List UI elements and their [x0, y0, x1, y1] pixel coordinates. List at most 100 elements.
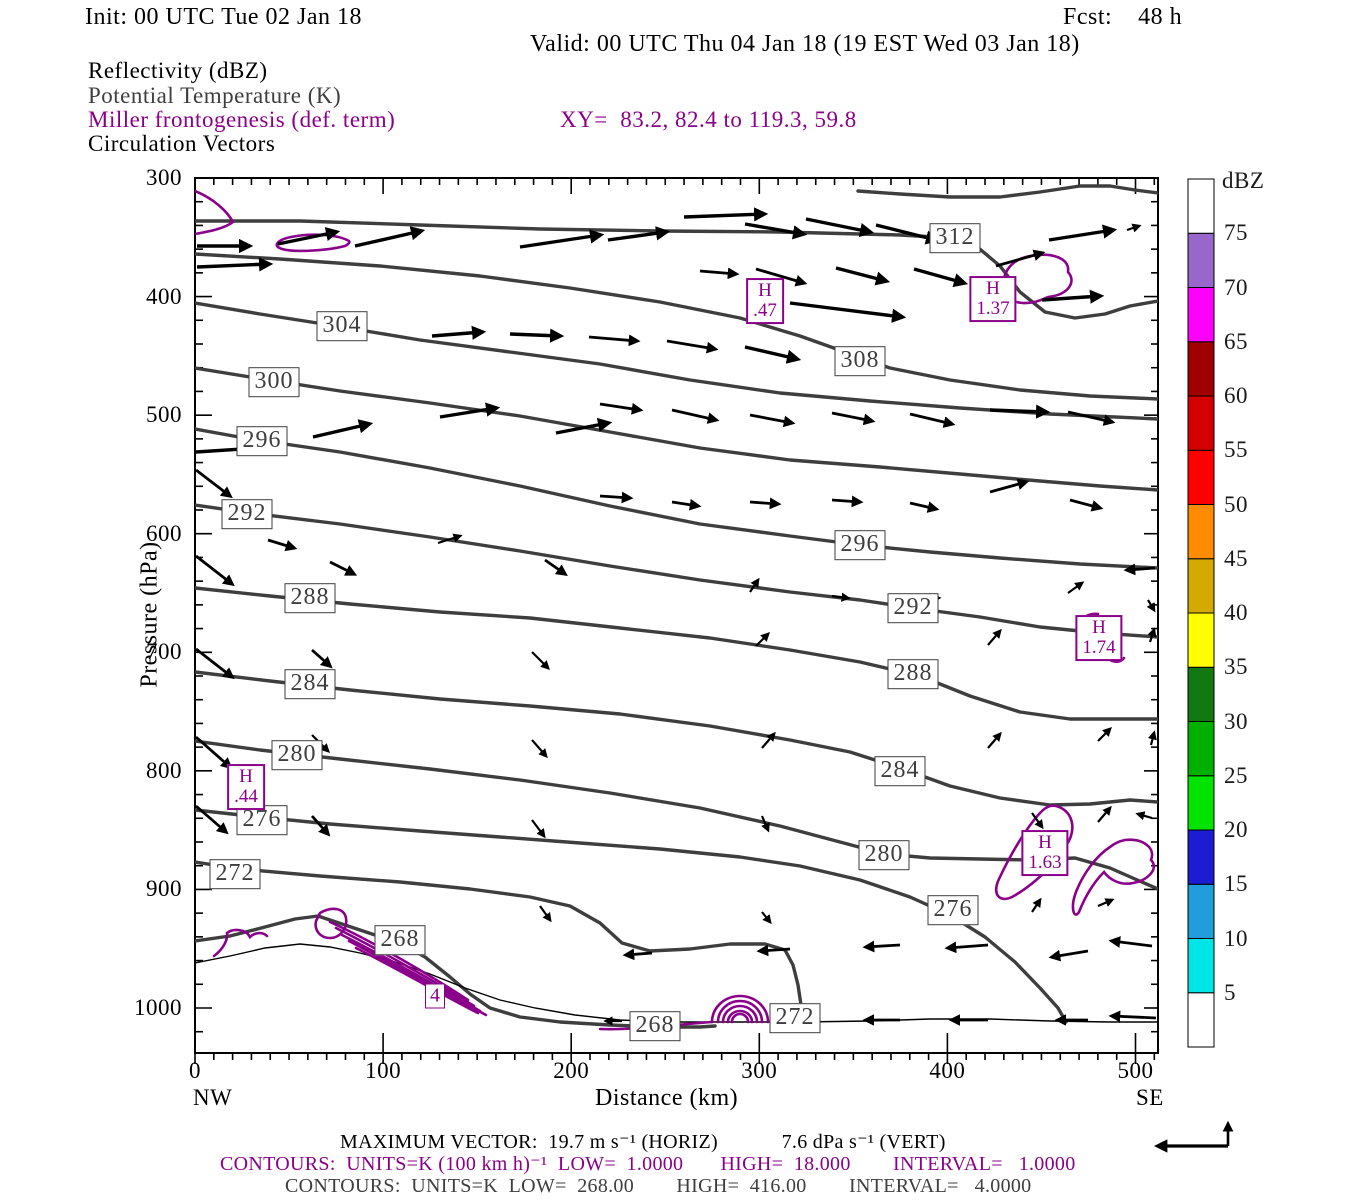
colorbar-cell	[1187, 721, 1215, 777]
circulation-vector-arrow	[1146, 599, 1156, 613]
theta-contour-label-292: 292	[887, 593, 939, 623]
theta-contour-280	[195, 739, 1158, 891]
theta-contour-label-280: 280	[271, 740, 323, 770]
circulation-vector-arrow	[329, 560, 358, 576]
circulation-vector-arrow	[944, 941, 989, 954]
circulation-vector-arrow	[835, 266, 891, 286]
y-axis-tick-label: 400	[146, 283, 182, 309]
theta-contour-label-284: 284	[284, 669, 336, 699]
cross-section-endpoints-label: XY= 83.2, 82.4 to 119.3, 59.8	[560, 107, 857, 132]
valid-time-label: Valid: 00 UTC Thu 04 Jan 18 (19 EST Wed …	[530, 31, 1080, 57]
circulation-vector-arrow	[599, 402, 644, 415]
circulation-vector-arrow	[749, 577, 760, 593]
circulation-vector-arrow	[431, 325, 487, 340]
h-marker-letter: H	[758, 280, 772, 302]
theta-contour-label-288: 288	[284, 583, 336, 613]
frontogenesis-contour	[212, 928, 269, 958]
h-marker-letter: H	[1038, 832, 1052, 854]
frontogenesis-contour	[716, 999, 764, 1024]
circulation-vector-arrow	[1067, 581, 1085, 594]
circulation-vector-arrow	[671, 408, 720, 424]
frontogenesis-max-marker: H .44	[227, 764, 265, 810]
colorbar-tick-label: 25	[1224, 762, 1248, 788]
frontogenesis-contour	[195, 189, 235, 236]
colorbar-cell	[1187, 504, 1215, 560]
circulation-vector-arrow	[509, 328, 565, 343]
h-marker-letter: H	[986, 278, 1000, 300]
frontogenesis-contour	[314, 907, 348, 940]
frontogenesis-contour	[347, 939, 488, 1017]
circulation-vector-arrow	[1135, 811, 1153, 821]
circulation-vector-arrow	[1108, 1010, 1157, 1023]
circulation-vector-arrow	[756, 944, 791, 957]
colorbar-title: dBZ	[1222, 168, 1265, 193]
circulation-vector-arrow	[1048, 949, 1089, 962]
max-vector-annotation: MAXIMUM VECTOR: 19.7 m s⁻¹ (HORIZ) 7.6 d…	[340, 1131, 946, 1153]
colorbar-tick-label: 55	[1224, 437, 1248, 463]
circulation-vector-arrow	[1097, 805, 1112, 823]
x-axis-tick-label: 200	[553, 1058, 590, 1083]
x-axis-tick-label: 300	[741, 1058, 778, 1083]
circulation-vector-arrow	[607, 226, 671, 242]
frontogenesis-contour	[275, 233, 351, 253]
circulation-vector-arrow	[588, 334, 641, 347]
circulation-vector-arrow	[909, 501, 940, 513]
circulation-vector-arrow	[1067, 410, 1116, 426]
circulation-vector-arrow	[544, 558, 568, 577]
colorbar-cell	[1187, 938, 1215, 994]
h-marker-value: 1.37	[976, 298, 1010, 319]
circulation-vector-arrow	[311, 648, 333, 669]
circulation-vector-arrow	[683, 207, 769, 222]
theta-contour-296	[195, 427, 1158, 570]
circulation-vector-arrow	[913, 267, 969, 288]
frontogenesis-contour	[354, 946, 480, 1015]
colorbar-tick-label: 15	[1224, 871, 1248, 897]
y-axis-tick-label: 900	[146, 876, 182, 902]
frontogenesis-max-marker: H 1.63	[1021, 830, 1069, 876]
circulation-vector-arrow	[987, 731, 1002, 749]
h-marker-value: 1.63	[1028, 852, 1062, 873]
x-axis-left-end-label: NW	[193, 1085, 233, 1110]
y-axis-tick-label: 800	[146, 757, 182, 783]
colorbar-cell	[1187, 232, 1215, 288]
colorbar-cell	[1187, 178, 1215, 234]
colorbar-tick-label: 30	[1224, 708, 1248, 734]
h-marker-letter: H	[239, 766, 253, 788]
theta-contour-316	[856, 184, 1158, 199]
theta-contour-label-296: 296	[834, 530, 886, 560]
circulation-vector-arrow	[1123, 563, 1156, 576]
frontogenesis-contour	[710, 994, 770, 1024]
circulation-vector-arrow	[744, 345, 802, 364]
legend-potential-temperature: Potential Temperature (K)	[88, 83, 342, 108]
y-axis-tick-label: 600	[146, 520, 182, 546]
theta-contour-288	[195, 586, 1158, 721]
circulation-vector-arrow	[831, 495, 864, 508]
colorbar-tick-label: 20	[1224, 817, 1248, 842]
colorbar-cell	[1187, 612, 1215, 668]
theta-contour-284	[195, 670, 1158, 807]
frontogenesis-contour	[1071, 838, 1156, 916]
colorbar-tick-label: 35	[1224, 654, 1248, 680]
colorbar-cell	[1187, 558, 1215, 614]
circulation-vector-arrow	[789, 301, 907, 323]
theta-contour-308	[195, 252, 1158, 401]
circulation-vector-arrow	[622, 948, 653, 961]
x-axis-tick-label: 400	[929, 1058, 966, 1083]
colorbar-cell	[1187, 395, 1215, 451]
circulation-vector-arrow	[831, 592, 851, 602]
circulation-vector-arrow	[760, 815, 770, 833]
circulation-vector-arrow	[354, 226, 426, 248]
h-marker-value: 1.74	[1082, 637, 1116, 658]
circulation-vector-arrow	[1048, 224, 1118, 242]
colorbar-tick-label: 60	[1224, 383, 1248, 408]
circulation-vector-arrow	[599, 491, 634, 504]
circulation-vector-arrow	[831, 411, 876, 426]
theta-contour-label-300: 300	[248, 367, 300, 397]
x-axis-tick-label: 100	[365, 1058, 402, 1083]
legend-circulation-vectors: Circulation Vectors	[88, 131, 276, 156]
circulation-vector-arrow	[196, 257, 274, 272]
circulation-vector-arrow	[519, 229, 605, 249]
h-marker-letter: H	[1092, 617, 1106, 639]
